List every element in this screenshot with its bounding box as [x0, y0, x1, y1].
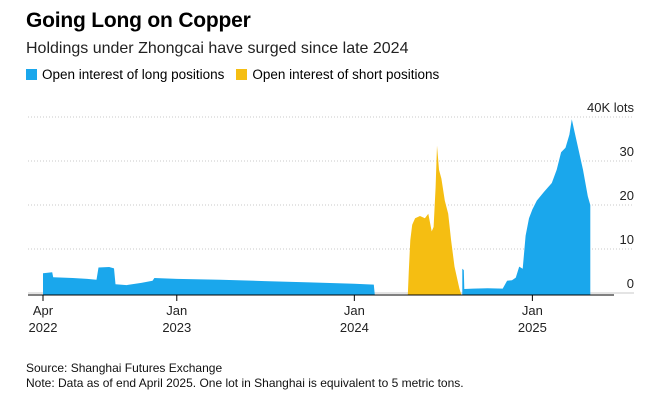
legend-item-long: Open interest of long positions [26, 67, 224, 82]
footnote: Note: Data as of end April 2025. One lot… [26, 376, 464, 390]
series-area-short [407, 145, 462, 295]
x-tick-label-year: 2022 [29, 320, 58, 335]
x-tick-label-month: Jan [344, 303, 365, 318]
chart-subtitle: Holdings under Zhongcai have surged sinc… [26, 40, 409, 57]
legend-label-short: Open interest of short positions [252, 67, 440, 82]
legend-item-short: Open interest of short positions [236, 67, 439, 82]
y-tick-label: 20 [620, 188, 634, 203]
y-tick-label: 10 [620, 232, 634, 247]
legend-label-long: Open interest of long positions [42, 67, 225, 82]
legend-swatch-short [236, 69, 248, 80]
source-note: Source: Shanghai Futures Exchange [26, 361, 223, 375]
series-area-long [43, 119, 591, 295]
legend: Open interest of long positions Open int… [26, 67, 451, 82]
x-tick-label-month: Jan [522, 303, 543, 318]
legend-swatch-long [26, 69, 37, 80]
y-tick-label: 40K lots [587, 100, 634, 115]
x-tick-label-year: 2024 [340, 320, 369, 335]
y-tick-label: 0 [627, 276, 634, 291]
x-tick-label-month: Apr [33, 303, 54, 318]
x-tick-label-year: 2023 [162, 320, 191, 335]
x-tick-label-year: 2025 [518, 320, 547, 335]
y-tick-label: 30 [620, 144, 634, 159]
x-tick-label-month: Jan [166, 303, 187, 318]
chart-title: Going Long on Copper [26, 9, 251, 32]
